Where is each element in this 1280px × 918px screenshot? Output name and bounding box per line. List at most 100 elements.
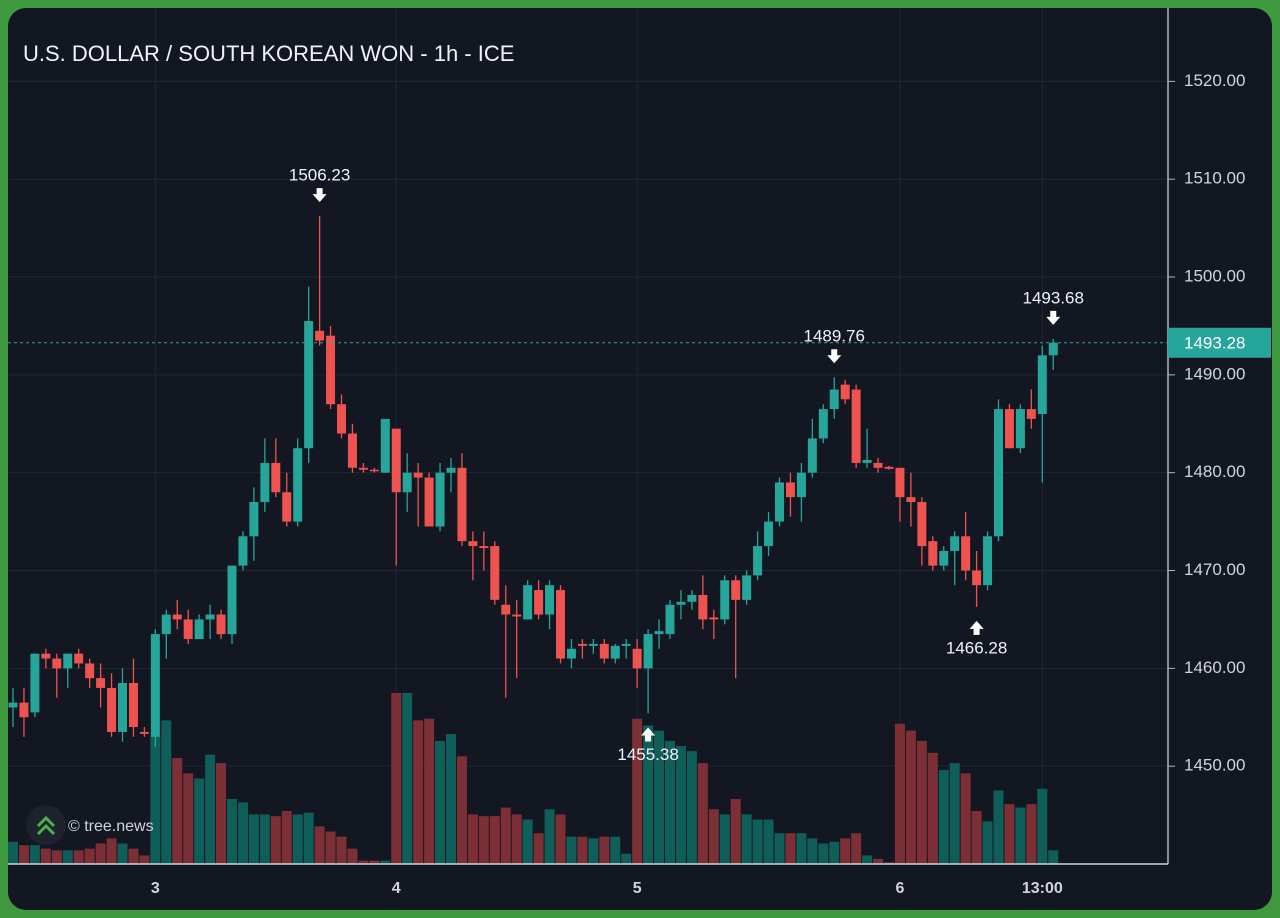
marker-arrow — [969, 620, 984, 635]
y-tick-label: 1470.00 — [1184, 560, 1245, 579]
y-tick-label: 1510.00 — [1184, 169, 1245, 188]
y-tick-label: 1520.00 — [1184, 71, 1245, 90]
candle-body — [227, 565, 237, 635]
volume-bar — [369, 860, 380, 864]
candle-body — [775, 482, 784, 522]
marker-label: 1466.28 — [946, 638, 1007, 657]
volume-bar — [544, 809, 555, 864]
candle-body — [632, 648, 642, 669]
candle-body — [369, 469, 379, 472]
candle-body — [304, 321, 314, 449]
candle-body — [402, 472, 412, 493]
candle-body — [928, 541, 938, 566]
volume-bar — [566, 836, 577, 864]
candle-body — [939, 550, 949, 566]
candle-body — [983, 536, 993, 586]
volume-bar — [894, 723, 905, 864]
volume-bar — [128, 848, 139, 864]
volume-bar — [489, 816, 500, 864]
volume-bar — [949, 763, 960, 864]
candle-body — [205, 614, 215, 620]
candle-body — [972, 570, 982, 586]
volume-bar — [150, 735, 161, 864]
candle-body — [85, 663, 95, 679]
candle-body — [183, 619, 193, 639]
volume-bar — [818, 843, 829, 864]
volume-bar — [347, 848, 358, 864]
volume-bar — [456, 756, 467, 864]
candle-body — [118, 683, 127, 732]
candle-body — [1026, 409, 1036, 419]
marker-arrow — [312, 188, 327, 203]
candle-body — [961, 536, 971, 571]
volume-bar — [380, 860, 391, 864]
candle-body — [1037, 355, 1047, 414]
candle-body — [337, 404, 346, 434]
candle-body — [884, 466, 894, 469]
volume-bar — [741, 814, 752, 864]
volume-bar — [8, 841, 18, 864]
x-tick-label: 3 — [151, 880, 160, 897]
volume-bar — [960, 773, 971, 864]
candle-body — [906, 497, 916, 503]
candle-body — [994, 409, 1003, 537]
volume-bar — [413, 720, 424, 864]
volume-bar — [183, 773, 194, 864]
candle-body — [818, 409, 828, 439]
candle-body — [446, 467, 456, 473]
candle-body — [74, 653, 84, 664]
volume-bar — [730, 799, 741, 864]
candle-body — [621, 643, 631, 646]
volume-bar — [796, 833, 807, 864]
volume-bar — [139, 855, 150, 864]
candle-body — [676, 601, 686, 605]
candle-body — [643, 634, 653, 669]
volume-bar — [938, 769, 949, 864]
candle-body — [435, 472, 445, 527]
volume-bar — [248, 814, 259, 864]
volume-bar — [270, 816, 281, 864]
candles — [8, 216, 1058, 747]
candle-body — [731, 580, 741, 600]
volume-bar — [916, 740, 927, 864]
volume-bar — [29, 845, 40, 864]
volume-bar — [259, 814, 270, 864]
volume-bar — [402, 693, 413, 864]
candle-body — [698, 594, 708, 620]
candle-body — [577, 643, 587, 646]
volume-bar — [785, 833, 796, 864]
candle-body — [1015, 409, 1025, 449]
candle-body — [588, 643, 598, 646]
volume-bar — [840, 838, 851, 864]
volume-bar — [478, 816, 489, 864]
volume-bar — [697, 763, 708, 864]
volume-bar — [665, 740, 675, 864]
volume-bar — [51, 850, 62, 864]
candle-body — [950, 536, 960, 551]
candle-body — [862, 459, 872, 463]
volume-bar — [1037, 788, 1048, 864]
watermark: © tree.news — [26, 805, 154, 845]
volume-bar — [884, 862, 894, 864]
marker-arrow — [641, 727, 656, 742]
volume-bar — [205, 754, 216, 864]
candle-body — [490, 546, 500, 600]
volume-bar — [555, 814, 566, 864]
volume-bar — [752, 819, 763, 864]
chart-title: U.S. DOLLAR / SOUTH KOREAN WON - 1h - IC… — [23, 41, 514, 66]
candle-body — [260, 462, 270, 503]
volume-bar — [194, 778, 205, 864]
candle-body — [30, 653, 40, 713]
candle-body — [326, 335, 336, 405]
volume-bar — [467, 814, 478, 864]
candle-body — [501, 604, 511, 615]
candle-body — [840, 384, 850, 400]
volume-bar — [1015, 807, 1026, 864]
candle-body — [610, 645, 620, 659]
volume-bar — [632, 718, 643, 864]
volume-bar — [216, 763, 227, 864]
volume-bar — [40, 848, 51, 864]
candle-body — [41, 653, 51, 659]
volume-bar — [927, 752, 938, 864]
x-tick-label: 5 — [633, 880, 642, 897]
